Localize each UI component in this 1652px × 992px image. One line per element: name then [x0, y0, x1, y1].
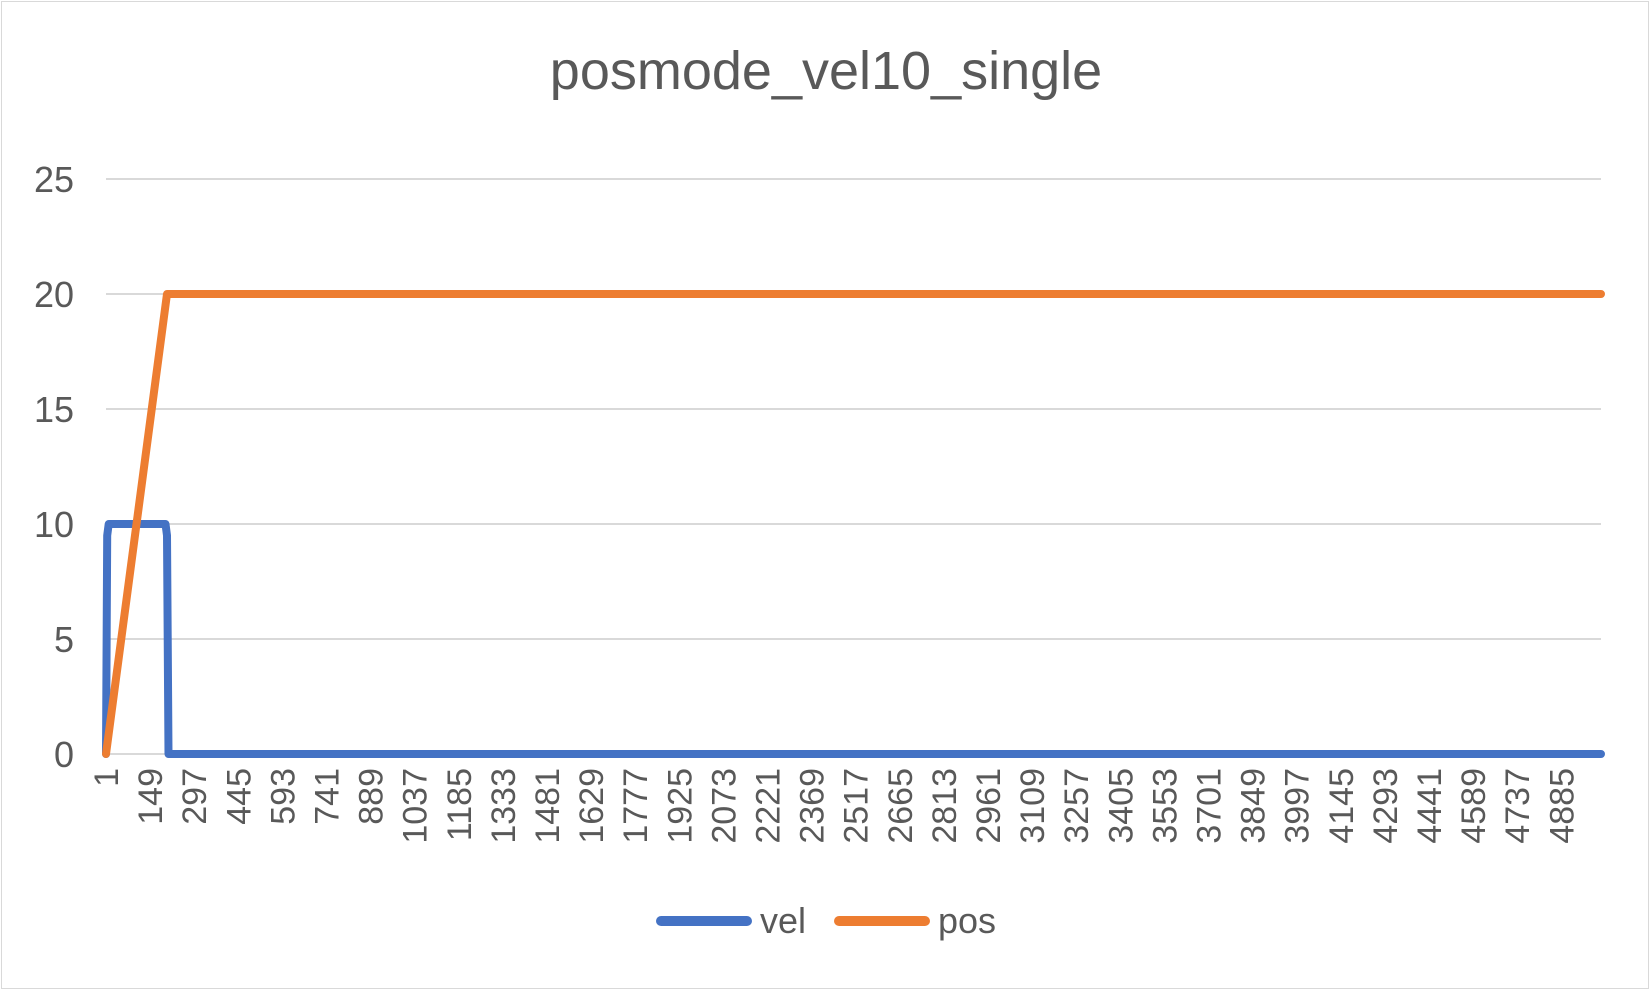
- x-tick-label-3849: 3849: [1235, 768, 1273, 844]
- y-tick-label-15: 15: [34, 389, 74, 430]
- x-tick-label-2369: 2369: [794, 768, 832, 844]
- x-tick-label-3109: 3109: [1014, 768, 1052, 844]
- legend-item-pos[interactable]: pos: [833, 900, 997, 942]
- x-tick-label-4885: 4885: [1543, 768, 1581, 844]
- x-tick-label-889: 889: [353, 768, 391, 825]
- x-tick-label-3553: 3553: [1146, 768, 1184, 844]
- x-tick-label-1629: 1629: [573, 768, 611, 844]
- x-tick-label-2073: 2073: [705, 768, 743, 844]
- y-tick-label-5: 5: [54, 619, 74, 660]
- legend-label-vel: vel: [759, 900, 806, 941]
- x-tick-label-1: 1: [88, 768, 126, 787]
- x-tick-label-1481: 1481: [529, 768, 567, 844]
- x-tick-label-2517: 2517: [838, 768, 876, 844]
- series-line-vel: [102, 520, 1605, 758]
- x-tick-label-4737: 4737: [1499, 768, 1537, 844]
- legend-swatch-vel: [655, 916, 752, 926]
- legend: vel pos: [0, 900, 1652, 942]
- x-tick-label-3701: 3701: [1191, 768, 1229, 844]
- x-tick-label-1333: 1333: [485, 768, 523, 844]
- x-tick-label-593: 593: [264, 768, 302, 825]
- x-tick-label-2665: 2665: [882, 768, 920, 844]
- x-tick-label-1037: 1037: [397, 768, 435, 844]
- chart-title: posmode_vel10_single: [549, 41, 1103, 101]
- legend-label-pos: pos: [937, 900, 997, 941]
- x-tick-label-4145: 4145: [1323, 768, 1361, 844]
- x-axis-ticks: 1 149 297 445 593 741 889 1037 1185 1333 1481 1629 1…: [88, 768, 1581, 844]
- x-tick-label-2813: 2813: [926, 768, 964, 844]
- x-tick-label-4441: 4441: [1411, 768, 1449, 844]
- legend-item-vel[interactable]: vel: [655, 900, 806, 942]
- x-tick-label-1185: 1185: [441, 768, 479, 841]
- x-tick-label-1925: 1925: [661, 768, 699, 844]
- x-tick-label-3405: 3405: [1102, 768, 1140, 844]
- y-tick-label-0: 0: [54, 734, 74, 775]
- x-tick-label-1777: 1777: [617, 768, 655, 844]
- x-tick-label-297: 297: [176, 768, 214, 825]
- y-tick-label-10: 10: [34, 504, 74, 545]
- y-tick-label-20: 20: [34, 274, 74, 315]
- y-axis-ticks: 0 5 10 15 20 25: [34, 159, 74, 775]
- x-tick-label-3997: 3997: [1279, 768, 1317, 844]
- y-tick-label-25: 25: [34, 159, 74, 200]
- gridlines: [106, 178, 1601, 755]
- x-tick-label-3257: 3257: [1058, 768, 1096, 844]
- legend-swatch-pos: [833, 916, 930, 926]
- series-lines: [102, 290, 1605, 758]
- x-tick-label-4293: 4293: [1367, 768, 1405, 844]
- series-line-pos: [102, 290, 1605, 758]
- x-tick-label-2961: 2961: [970, 768, 1008, 844]
- x-tick-label-4589: 4589: [1455, 768, 1493, 844]
- x-tick-label-149: 149: [132, 768, 170, 825]
- x-tick-label-741: 741: [309, 768, 347, 825]
- x-tick-label-2221: 2221: [750, 768, 788, 844]
- x-tick-label-445: 445: [220, 768, 258, 825]
